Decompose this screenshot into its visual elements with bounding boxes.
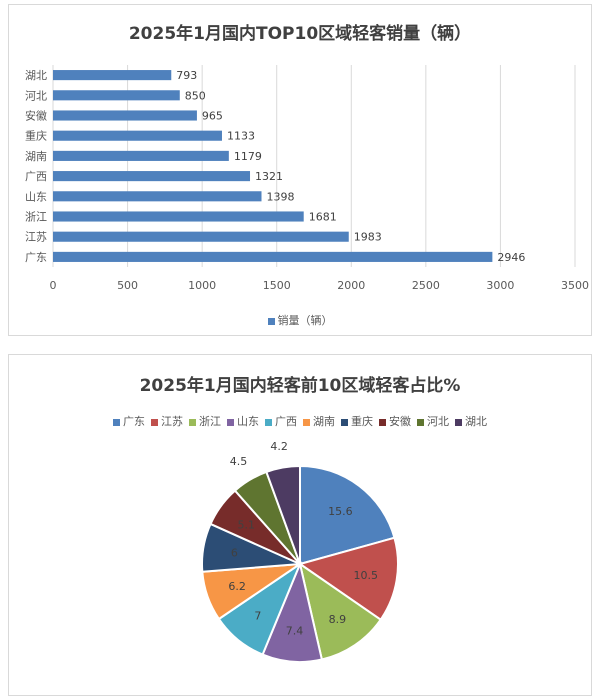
y-category-label-1: 河北 (25, 89, 47, 102)
pie-chart-panel: 2025年1月国内轻客前10区域轻客占比% 广东 江苏 浙江 山东 广西 湖南 重庆 安徽 河北… (8, 354, 592, 696)
pie-legend-swatch-5 (303, 418, 310, 426)
pie-value-label-5: 6.2 (228, 580, 246, 593)
pie-legend-item-0: 广东 (113, 413, 145, 429)
y-category-label-4: 湖南 (25, 150, 47, 163)
pie-legend-label-2: 浙江 (199, 415, 221, 428)
x-tick-label-0: 0 (50, 279, 57, 292)
pie-legend-swatch-2 (189, 418, 196, 426)
pie-value-label-3: 7.4 (286, 624, 304, 637)
pie-legend-label-7: 安徽 (389, 415, 411, 428)
bar-chart-panel: 2025年1月国内TOP10区域轻客销量（辆） 0 500 1000 1500 2000… (8, 4, 592, 336)
pie-legend-label-1: 江苏 (161, 415, 183, 428)
legend-swatch-sales (267, 317, 275, 325)
pie-slice-2 (298, 561, 383, 661)
y-category-label-3: 重庆 (25, 129, 47, 143)
pie-legend-swatch-9 (455, 418, 462, 426)
y-category-label-8: 江苏 (25, 231, 47, 244)
pie-legend-label-9: 湖北 (465, 415, 487, 428)
pie-legend-swatch-0 (113, 418, 120, 426)
pie-value-label-0: 15.6 (328, 505, 353, 518)
pie-legend-item-3: 山东 (227, 413, 259, 429)
pie-chart-plot: 15.6 10.5 8.9 7.4 7 6.2 6 5.1 4.5 4.2 (201, 440, 399, 663)
bar-5 (53, 171, 251, 182)
pie-slice-0 (299, 464, 396, 566)
pie-legend-label-3: 山东 (237, 415, 259, 428)
bar-value-label-3: 1133 (227, 130, 255, 143)
pie-legend-label-0: 广东 (123, 415, 145, 428)
bar-4 (53, 150, 229, 161)
bar-chart-plot: 0 500 1000 1500 2000 2500 3000 3500 湖北 793 河北 850 安徽… (25, 65, 589, 292)
pie-value-label-6: 6 (231, 547, 238, 560)
y-category-label-6: 山东 (25, 190, 47, 203)
pie-slice-9 (265, 464, 301, 565)
x-tick-label-7: 3500 (561, 279, 589, 292)
bar-9 (53, 251, 493, 262)
pie-legend-swatch-8 (417, 418, 424, 426)
pie-value-label-4: 7 (254, 610, 261, 623)
y-category-label-7: 浙江 (25, 211, 47, 224)
bar-value-label-9: 2946 (497, 251, 525, 264)
x-tick-label-1: 500 (117, 279, 138, 292)
bar-chart-title: 2025年1月国内TOP10区域轻客销量（辆） (128, 24, 472, 44)
bar-value-label-4: 1179 (234, 150, 262, 163)
x-tick-label-2: 1000 (188, 279, 216, 292)
bar-chart-legend: 销量（辆） (9, 312, 591, 328)
pie-legend-item-9: 湖北 (455, 413, 487, 429)
y-category-label-9: 广东 (25, 251, 47, 264)
pie-chart-legend: 广东 江苏 浙江 山东 广西 湖南 重庆 安徽 河北 湖北 (9, 413, 591, 429)
legend-label-sales: 销量（辆） (277, 314, 333, 327)
x-tick-label-4: 2000 (337, 279, 365, 292)
pie-slice-1 (297, 536, 399, 622)
y-category-label-5: 广西 (25, 170, 47, 183)
bar-8 (53, 231, 349, 242)
pie-value-label-1: 10.5 (353, 569, 378, 582)
pie-value-label-8: 4.5 (230, 455, 248, 468)
bar-6 (53, 191, 262, 202)
pie-legend-label-8: 河北 (427, 415, 449, 428)
pie-value-label-2: 8.9 (329, 613, 347, 626)
pie-legend-label-4: 广西 (275, 415, 297, 428)
bar-value-label-7: 1681 (309, 211, 337, 224)
pie-legend-swatch-1 (151, 418, 158, 426)
bar-2 (53, 110, 197, 121)
legend-item-sales: 销量（辆） (267, 312, 333, 328)
bar-value-label-2: 965 (202, 110, 223, 123)
bar-0 (53, 70, 172, 81)
bar-3 (53, 130, 222, 141)
x-tick-label-3: 1500 (263, 279, 291, 292)
pie-legend-swatch-3 (227, 418, 234, 426)
x-tick-label-6: 3000 (486, 279, 514, 292)
pie-legend-label-5: 湖南 (313, 415, 335, 428)
pie-value-label-7: 5.1 (238, 519, 256, 532)
bar-value-label-0: 793 (176, 69, 197, 82)
pie-legend-item-2: 浙江 (189, 413, 221, 429)
bar-value-label-1: 850 (185, 89, 206, 102)
pie-legend-swatch-7 (379, 418, 386, 426)
pie-legend-label-6: 重庆 (351, 415, 373, 428)
y-category-label-2: 安徽 (25, 109, 47, 123)
y-category-label-0: 湖北 (25, 69, 47, 82)
pie-legend-item-5: 湖南 (303, 413, 335, 429)
pie-legend-item-7: 安徽 (379, 413, 411, 429)
pie-legend-item-1: 江苏 (151, 413, 183, 429)
pie-legend-swatch-6 (341, 418, 348, 426)
pie-chart-title: 2025年1月国内轻客前10区域轻客占比% (139, 376, 461, 396)
bar-1 (53, 90, 180, 101)
pie-value-label-9: 4.2 (270, 440, 288, 453)
bar-value-label-6: 1398 (267, 190, 295, 203)
pie-legend-item-6: 重庆 (341, 413, 373, 429)
bar-7 (53, 211, 304, 222)
pie-legend-item-4: 广西 (265, 413, 297, 429)
bar-value-label-5: 1321 (255, 170, 283, 183)
bar-value-label-8: 1983 (354, 231, 382, 244)
pie-legend-swatch-4 (265, 418, 272, 426)
pie-legend-item-8: 河北 (417, 413, 449, 429)
x-tick-label-5: 2500 (412, 279, 440, 292)
